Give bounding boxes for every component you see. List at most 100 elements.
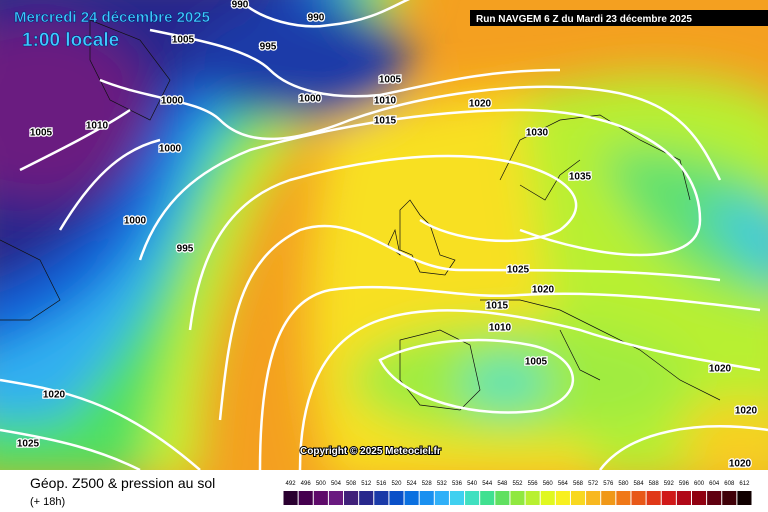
isobar-label: 1010 [86,121,109,132]
scale-label: 560 [543,481,554,487]
scale-label: 552 [512,481,523,487]
isobar-label: 1020 [735,406,758,417]
scale-swatch [480,491,495,505]
zone-green [600,148,768,298]
scale-swatch [510,491,525,505]
date: Mercredi 24 décembre 2025 [14,9,210,26]
scale-swatch [374,491,389,505]
scale-label: 600 [694,481,705,487]
scale-label: 608 [724,481,735,487]
scale-label: 500 [316,481,327,487]
scale-label: 580 [618,481,629,487]
scale-label: 504 [331,481,342,487]
isobar-label: 1010 [374,96,397,107]
isobar-label: 1030 [526,128,549,139]
isobar-label: 1025 [507,265,530,276]
isobar-label: 1005 [172,35,195,46]
isobar-labels: 990 990 1005 995 1000 1005 1000 1010 1015 1020 100… [16,0,759,470]
scale-label: 596 [679,481,690,487]
run-info: Run NAVGEM 6 Z du Mardi 23 décembre 2025 [476,14,692,25]
scale-swatch [359,491,374,505]
isoline [99,78,722,181]
isoline [378,338,575,414]
scale-label: 588 [649,481,660,487]
scale-swatch [389,491,404,505]
scale-label: 564 [558,481,569,487]
isobar-label: 995 [177,244,194,255]
scale-label: 528 [422,481,433,487]
scale-label: 592 [664,481,675,487]
scale-label: 604 [709,481,720,487]
scale-swatch [419,491,434,505]
isobar-label: 1000 [124,216,147,227]
scale-swatch [495,491,510,505]
isobar-label: 1015 [374,116,397,127]
scale-label: 548 [497,481,508,487]
isobar-label: 1010 [489,323,512,334]
isobars [0,0,768,470]
isobar-label: 1000 [299,94,322,105]
copyright: Copyright © 2025 Meteociel.fr [300,446,441,457]
scale-swatch [465,491,480,505]
zone-yellow-se [680,400,768,470]
scale-label: 612 [739,481,750,487]
isobar-label: 1035 [569,172,592,183]
scale-swatch [691,491,707,505]
scale-swatch [434,491,449,505]
isoline [599,425,768,470]
isobar-label: 1015 [486,301,509,312]
isoline [298,309,761,470]
zone-blue-north [190,0,410,120]
scale-swatch [631,491,646,505]
field: 990 990 1005 995 1000 1005 1000 1010 1015 1020 100… [0,0,768,470]
scale-swatch [283,491,298,505]
isoline [258,285,761,470]
scale-swatch [313,491,328,505]
scale-swatch [344,491,359,505]
scale-label: 520 [391,481,402,487]
scale-label: 512 [361,481,372,487]
zone-purple [0,20,150,200]
run-box [470,10,768,26]
isoline [239,0,410,28]
scale-swatch [676,491,691,505]
isobar-label: 1020 [469,99,492,110]
isobar-label: 1020 [709,364,732,375]
isobar-label: 1020 [729,459,752,470]
scale-swatch [404,491,419,505]
isoline [138,108,702,261]
scale-swatch [601,491,616,505]
scale-label: 556 [528,481,539,487]
scale-swatch [555,491,570,505]
scale-label: 572 [588,481,599,487]
scale-swatch [328,491,344,505]
isobar-label: 1025 [17,439,40,450]
isoline [188,154,578,331]
isobar-label: 1020 [43,390,66,401]
scale-label: 516 [376,481,387,487]
scale-label: 536 [452,481,463,487]
scale-swatch [570,491,586,505]
scale-swatch [540,491,555,505]
scale-label: 496 [301,481,312,487]
scale-label: 568 [573,481,584,487]
scale-swatch [722,491,737,505]
scale-label: 524 [407,481,418,487]
scale-label: 544 [482,481,493,487]
isoline [149,28,561,98]
zone-cyan [700,200,768,276]
time: 1:00 locale [22,30,119,51]
isobar-label: 990 [308,13,325,24]
isobar-label: 1000 [161,96,184,107]
isobar-label: 1000 [159,144,182,155]
scale-swatch [661,491,676,505]
scale-swatch [449,491,465,505]
scale-swatch [525,491,540,505]
isoline [0,378,201,470]
scale-label: 576 [603,481,614,487]
scale-swatch [737,491,752,505]
isoline [19,108,161,231]
scale-swatch [586,491,601,505]
